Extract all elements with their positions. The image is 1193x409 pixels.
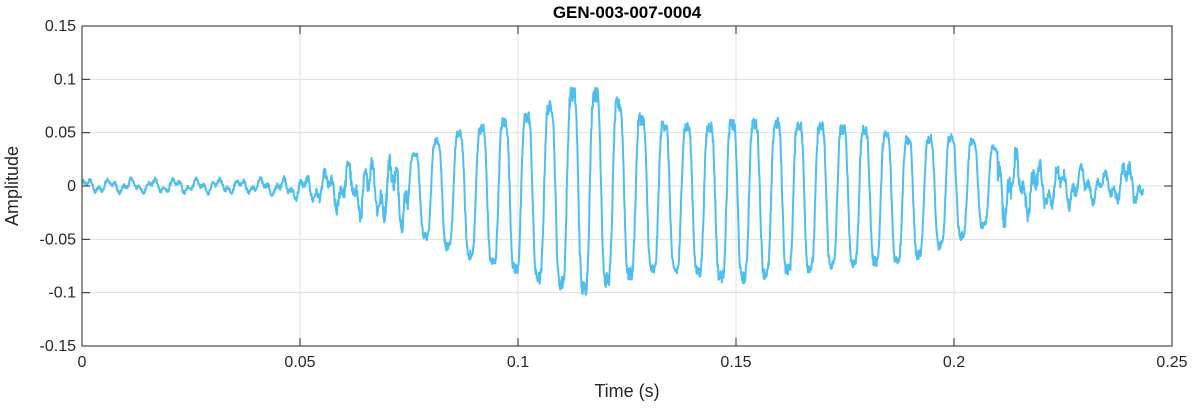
x-tick-label: 0 bbox=[78, 354, 87, 371]
x-tick-label: 0.15 bbox=[720, 354, 751, 371]
grid bbox=[82, 26, 1172, 346]
x-tick-label: 0.25 bbox=[1156, 354, 1187, 371]
x-tick-label: 0.05 bbox=[284, 354, 315, 371]
chart-title: GEN-003-007-0004 bbox=[553, 3, 702, 22]
y-tick-label: -0.15 bbox=[40, 338, 77, 355]
plot-lines bbox=[81, 86, 1145, 296]
x-tick-label: 0.2 bbox=[943, 354, 965, 371]
y-tick-label: 0.1 bbox=[54, 71, 76, 88]
ticks: 0 0.05 0.1 0.15 0.2 0.25 -0.15 -0.1 -0.05 0 0.05 0.… bbox=[40, 18, 1188, 371]
y-axis-title: Amplitude bbox=[2, 146, 22, 226]
x-axis-title: Time (s) bbox=[594, 381, 659, 401]
x-tick-label: 0.1 bbox=[507, 354, 529, 371]
y-tick-label: 0.05 bbox=[45, 125, 76, 142]
y-tick-label: -0.1 bbox=[48, 285, 76, 302]
y-tick-label: 0.15 bbox=[45, 18, 76, 35]
series-line-0 bbox=[81, 86, 1145, 296]
y-tick-label: -0.05 bbox=[40, 231, 77, 248]
y-tick-label: 0 bbox=[67, 178, 76, 195]
